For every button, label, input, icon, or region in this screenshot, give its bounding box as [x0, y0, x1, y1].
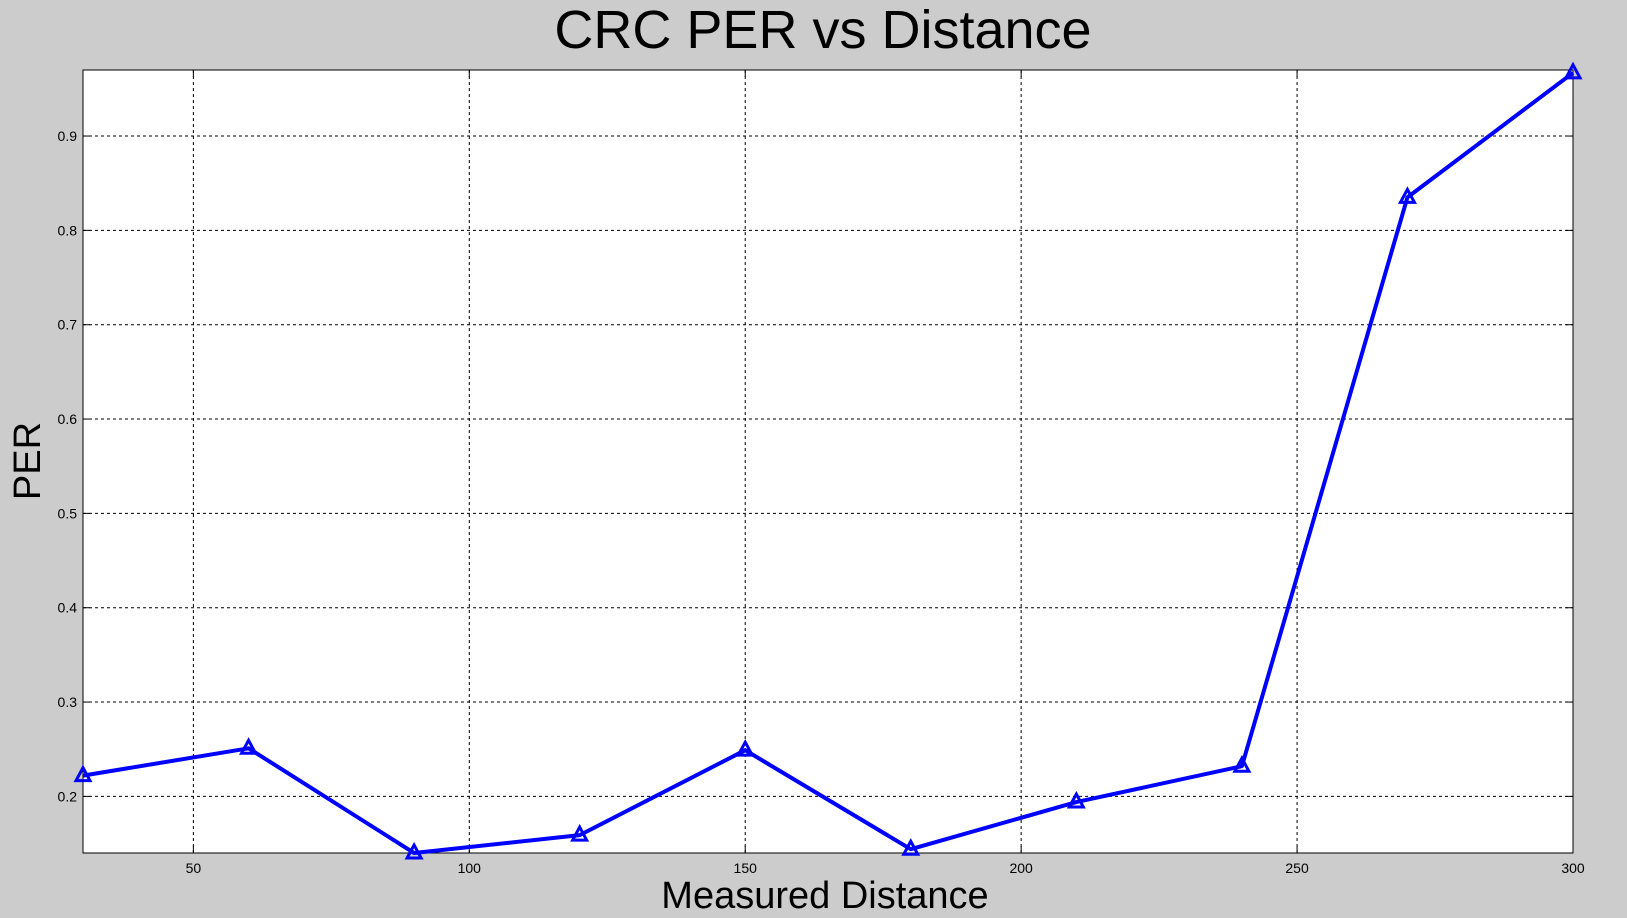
data-point-marker: [735, 739, 755, 757]
x-axis-label: Measured Distance: [661, 875, 988, 917]
y-tick-label: 0.8: [58, 222, 78, 238]
data-point-marker: [404, 841, 424, 860]
series-layer: [73, 61, 1583, 860]
plot-area: [82, 69, 1574, 854]
tick-layer: 50 100 150 200 250 300 0.2 0.3 0.4 0.5 0.6 0.7 0.8 0.…: [58, 70, 1585, 876]
chart-title: CRC PER vs Distance: [554, 0, 1091, 60]
y-tick-label: 0.5: [58, 505, 78, 521]
data-point-marker: [901, 838, 921, 856]
y-tick-label: 0.2: [58, 788, 78, 804]
data-point-marker: [570, 823, 590, 842]
data-point-marker: [1066, 790, 1086, 809]
x-tick-label: 50: [186, 860, 202, 876]
data-point-marker: [239, 737, 259, 755]
data-point-marker: [1232, 755, 1252, 773]
data-point-marker: [1397, 186, 1417, 204]
x-tick-label: 250: [1285, 860, 1309, 876]
y-axis-label: PER: [7, 422, 49, 500]
y-tick-label: 0.9: [58, 128, 78, 144]
y-tick-label: 0.3: [58, 694, 78, 710]
data-point-marker: [73, 764, 93, 783]
x-tick-label: 150: [734, 860, 758, 876]
x-tick-label: 100: [458, 860, 482, 876]
y-tick-label: 0.4: [58, 600, 78, 616]
data-point-marker: [1563, 61, 1583, 80]
series-line: [82, 71, 1575, 855]
y-tick-label: 0.7: [58, 317, 78, 333]
grid-layer: [83, 70, 1574, 853]
y-tick-label: 0.6: [58, 411, 78, 427]
x-tick-label: 300: [1561, 860, 1585, 876]
x-tick-label: 200: [1009, 860, 1033, 876]
